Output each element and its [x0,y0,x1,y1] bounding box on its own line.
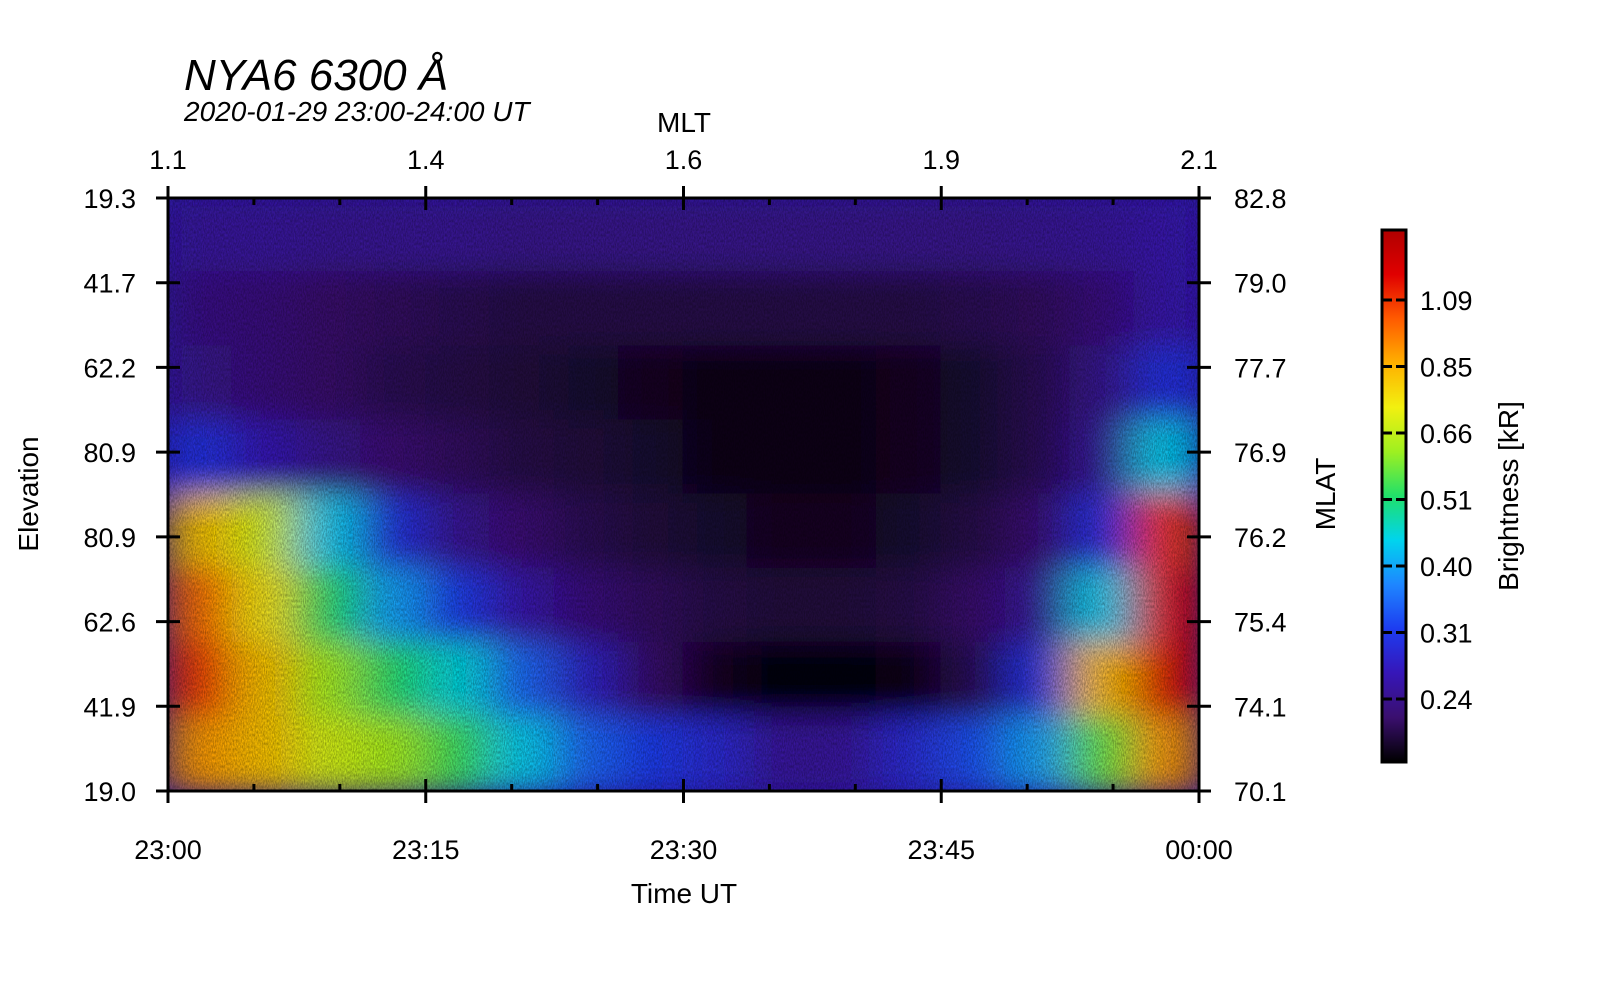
y-right-axis-title: MLAT [1310,458,1341,531]
y-axis-title: Elevation [13,436,44,551]
y-right-tick-label: 77.7 [1234,353,1287,383]
x-axis-top: 1.1 1.4 1.6 1.9 2.1 [149,145,1218,210]
y-left-tick-label: 80.9 [83,438,136,468]
y-right-tick-label: 76.9 [1234,438,1287,468]
colorbar-tick-label: 0.51 [1420,486,1473,516]
x-tick-label: 23:45 [907,835,975,865]
y-right-tick-label: 74.1 [1234,692,1287,722]
x-top-tick-label: 1.4 [407,145,445,175]
y-left-tick-label: 41.9 [83,692,136,722]
x-tick-label: 23:15 [392,835,460,865]
y-left-tick-label: 19.3 [83,184,136,214]
colorbar-tick-label: 0.31 [1420,619,1473,649]
colorbar-tick-label: 0.40 [1420,552,1473,582]
y-left-tick-label: 41.7 [83,269,136,299]
x-top-axis-title: MLT [657,107,711,138]
colorbar-gradient [1380,228,1408,764]
colorbar: 1.09 0.85 0.66 0.51 0.40 0.31 0.24 Brightness … [1380,228,1524,764]
x-tick-label: 23:30 [650,835,718,865]
colorbar-title: Brightness [kR] [1493,401,1524,591]
x-top-tick-label: 2.1 [1180,145,1218,175]
y-right-tick-label: 79.0 [1234,269,1287,299]
colorbar-ticks: 1.09 0.85 0.66 0.51 0.40 0.31 0.24 [1382,286,1473,715]
chart-title: NYA6 6300 Å [184,51,448,100]
x-top-tick-label: 1.6 [665,145,703,175]
colorbar-tick-label: 0.85 [1420,353,1473,383]
noise-texture [168,198,1199,791]
x-tick-label: 00:00 [1165,835,1233,865]
y-axis-left: 19.3 41.7 62.2 80.9 80.9 62.6 41.9 19.0 [83,184,180,807]
y-left-tick-label: 19.0 [83,777,136,807]
chart-subtitle: 2020-01-29 23:00-24:00 UT [183,96,531,127]
y-right-tick-label: 76.2 [1234,523,1287,553]
y-left-tick-label: 62.2 [83,353,136,383]
colorbar-tick-label: 1.09 [1420,286,1473,316]
y-right-tick-label: 82.8 [1234,184,1287,214]
x-top-tick-label: 1.1 [149,145,187,175]
colorbar-tick-label: 0.66 [1420,419,1473,449]
y-axis-right: 82.8 79.0 77.7 76.9 76.2 75.4 74.1 70.1 [1187,184,1287,807]
x-tick-label: 23:00 [134,835,202,865]
x-axis-bottom: 23:00 23:15 23:30 23:45 00:00 [134,779,1233,865]
y-left-tick-label: 62.6 [83,608,136,638]
y-left-tick-label: 80.9 [83,523,136,553]
x-top-tick-label: 1.9 [922,145,960,175]
plot-area [168,198,1199,791]
y-right-tick-label: 75.4 [1234,608,1287,638]
y-right-tick-label: 70.1 [1234,777,1287,807]
x-axis-title: Time UT [631,878,737,909]
colorbar-tick-label: 0.24 [1420,685,1473,715]
